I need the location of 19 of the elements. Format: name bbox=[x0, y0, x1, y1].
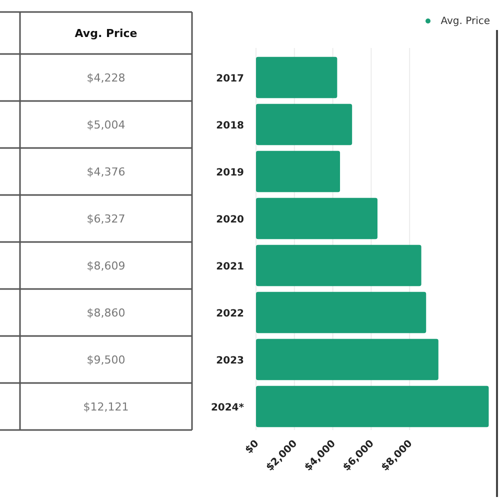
y-tick-label: 2022 bbox=[216, 308, 244, 320]
data-label: $4,228 bbox=[86, 72, 126, 84]
y-tick-label: 2020 bbox=[216, 214, 244, 226]
data-label: $12,121 bbox=[83, 400, 129, 414]
data-label: $8,860 bbox=[86, 306, 126, 320]
data-label: $9,500 bbox=[86, 354, 126, 366]
legend-label: Avg. Price bbox=[440, 16, 490, 27]
y-tick-label: 2019 bbox=[216, 168, 244, 178]
data-label: $5,004 bbox=[86, 118, 126, 132]
y-tick-label: 2021 bbox=[216, 262, 244, 272]
y-tick-label: 2024* bbox=[210, 402, 245, 414]
text: Avg. Price bbox=[74, 27, 138, 40]
data-label: $6,327 bbox=[86, 212, 126, 226]
data-label: $4,376 bbox=[86, 166, 126, 178]
y-tick-label: 2023 bbox=[216, 356, 244, 366]
x-tick-label: $0 bbox=[244, 438, 262, 456]
y-tick-label: 2018 bbox=[216, 120, 244, 132]
y-tick-label: 2017 bbox=[216, 74, 244, 84]
data-label: $8,609 bbox=[86, 260, 126, 272]
